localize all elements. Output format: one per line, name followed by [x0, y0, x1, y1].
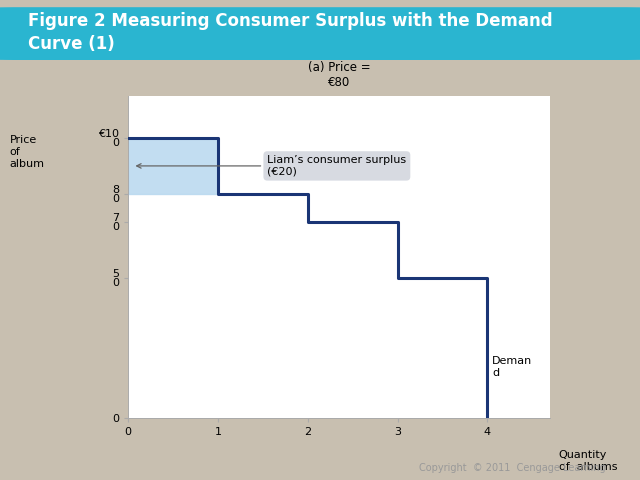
Text: Copyright  © 2011  Cengage Learning: Copyright © 2011 Cengage Learning	[419, 463, 605, 473]
FancyBboxPatch shape	[0, 7, 640, 60]
Text: Figure 2 Measuring Consumer Surplus with the Demand
Curve (1): Figure 2 Measuring Consumer Surplus with…	[28, 12, 553, 53]
Title: (a) Price =
€80: (a) Price = €80	[308, 61, 371, 89]
Text: Price
of
album: Price of album	[10, 134, 45, 169]
Text: Deman
d: Deman d	[492, 357, 532, 378]
Text: Liam’s consumer surplus
(€20): Liam’s consumer surplus (€20)	[137, 155, 406, 177]
Polygon shape	[128, 138, 218, 194]
Text: Quantity
of  albums: Quantity of albums	[559, 450, 618, 472]
